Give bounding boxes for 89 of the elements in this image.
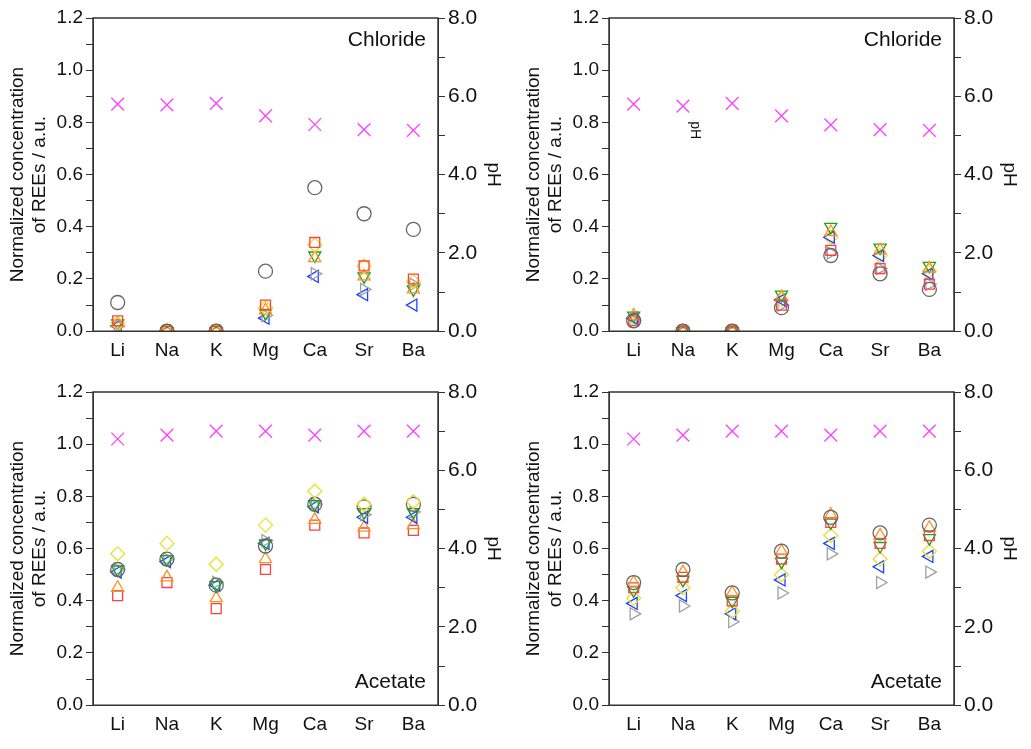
- y2-tick-label: 4.0: [964, 535, 994, 559]
- y-axis-title: Normalized concentration of REEs / a.u.: [521, 66, 566, 283]
- y2-tick-label: 4.0: [964, 161, 994, 185]
- x-tick-label: Sr: [870, 338, 891, 360]
- annotation: Acetate: [354, 669, 427, 693]
- y-axis-title: Normalized concentration of REEs / a.u.: [5, 440, 50, 657]
- y2-tick-label: 8.0: [964, 378, 994, 402]
- y-tick-label: 1.0: [572, 58, 600, 80]
- y-tick-label: 0.8: [56, 484, 84, 506]
- y-tick-label: 0.6: [56, 162, 84, 184]
- y2-axis-title: pH: [484, 536, 506, 561]
- y-tick-label: 0.8: [572, 110, 600, 132]
- y2-tick-label: 8.0: [448, 4, 478, 28]
- x-tick-label: K: [725, 338, 739, 360]
- x-tick-label: Li: [626, 712, 642, 734]
- y2-tick-label: 6.0: [448, 83, 478, 107]
- y-tick-label: 0.6: [572, 536, 600, 558]
- y-axis-title: Normalized concentration of REEs / a.u.: [5, 66, 50, 283]
- x-tick-label: Ca: [302, 338, 328, 360]
- x-tick-label: Ba: [917, 338, 942, 360]
- y-tick-label: 0.2: [56, 641, 84, 663]
- y-tick-label: 1.0: [572, 432, 600, 454]
- x-tick-label: Na: [154, 712, 180, 734]
- x-tick-label: Mg: [768, 712, 795, 734]
- y-tick-label: 0.4: [572, 215, 600, 237]
- y2-tick-label: 2.0: [964, 613, 994, 637]
- x-tick-label: Na: [670, 712, 696, 734]
- y2-tick-label: 0.0: [964, 318, 994, 341]
- x-tick-label: K: [209, 712, 223, 734]
- y2-tick-label: 4.0: [448, 535, 478, 559]
- annotation: Acetate: [870, 669, 943, 693]
- y-tick-label: 1.2: [572, 6, 600, 28]
- y2-axis-title: pH: [1000, 162, 1022, 187]
- x-tick-label: Ca: [818, 338, 844, 360]
- y2-tick-label: 2.0: [448, 239, 478, 263]
- y-tick-label: 1.2: [56, 6, 84, 28]
- y2-tick-label: 4.0: [448, 161, 478, 185]
- y-tick-label: 0.8: [572, 484, 600, 506]
- annotation: Chloride: [347, 27, 427, 51]
- y2-tick-label: 8.0: [448, 378, 478, 402]
- y-tick-label: 1.0: [56, 432, 84, 454]
- x-tick-label: Na: [670, 338, 696, 360]
- y-tick-label: 0.2: [56, 267, 84, 289]
- y2-tick-label: 0.0: [964, 692, 994, 715]
- y2-tick-label: 6.0: [964, 457, 994, 481]
- y-tick-label: 0.6: [56, 536, 84, 558]
- x-tick-label: K: [209, 338, 223, 360]
- y-tick-label: 1.2: [572, 380, 600, 402]
- y2-tick-label: 2.0: [448, 613, 478, 637]
- y-tick-label: 0.2: [572, 641, 600, 663]
- y-tick-label: 1.0: [56, 58, 84, 80]
- y2-tick-label: 0.0: [448, 692, 478, 715]
- x-tick-label: K: [725, 712, 739, 734]
- x-tick-label: Na: [154, 338, 180, 360]
- y2-tick-label: 2.0: [964, 239, 994, 263]
- y-tick-label: 0.2: [572, 267, 600, 289]
- y2-tick-label: 6.0: [964, 83, 994, 107]
- annotation: pH: [688, 121, 705, 140]
- x-tick-label: Sr: [870, 712, 891, 734]
- x-tick-label: Sr: [354, 338, 375, 360]
- x-tick-label: Ba: [917, 712, 942, 734]
- y2-tick-label: 0.0: [448, 318, 478, 341]
- annotation: Chloride: [863, 27, 943, 51]
- y2-axis-title: pH: [1000, 536, 1022, 561]
- x-tick-label: Li: [110, 712, 126, 734]
- y-tick-label: 0.6: [572, 162, 600, 184]
- x-tick-label: Mg: [252, 338, 279, 360]
- x-tick-label: Ca: [302, 712, 328, 734]
- x-tick-label: Ba: [401, 338, 426, 360]
- y-tick-label: 0.8: [56, 110, 84, 132]
- y-tick-label: 1.2: [56, 380, 84, 402]
- x-tick-label: Mg: [768, 338, 795, 360]
- y-axis-title: Normalized concentration of REEs / a.u.: [521, 440, 566, 657]
- x-tick-label: Li: [110, 338, 126, 360]
- y-tick-label: 0.4: [572, 589, 600, 611]
- y-tick-label: 0.4: [56, 589, 84, 611]
- x-tick-label: Mg: [252, 712, 279, 734]
- y-tick-label: 0.0: [56, 693, 84, 715]
- x-tick-label: Ba: [401, 712, 426, 734]
- y-tick-label: 0.0: [572, 693, 600, 715]
- y2-axis-title: pH: [484, 162, 506, 187]
- y-tick-label: 0.0: [56, 319, 84, 341]
- y2-tick-label: 6.0: [448, 457, 478, 481]
- x-tick-label: Ca: [818, 712, 844, 734]
- x-tick-label: Li: [626, 338, 642, 360]
- y2-tick-label: 8.0: [964, 4, 994, 28]
- y-tick-label: 0.0: [572, 319, 600, 341]
- y-tick-label: 0.4: [56, 215, 84, 237]
- x-tick-label: Sr: [354, 712, 375, 734]
